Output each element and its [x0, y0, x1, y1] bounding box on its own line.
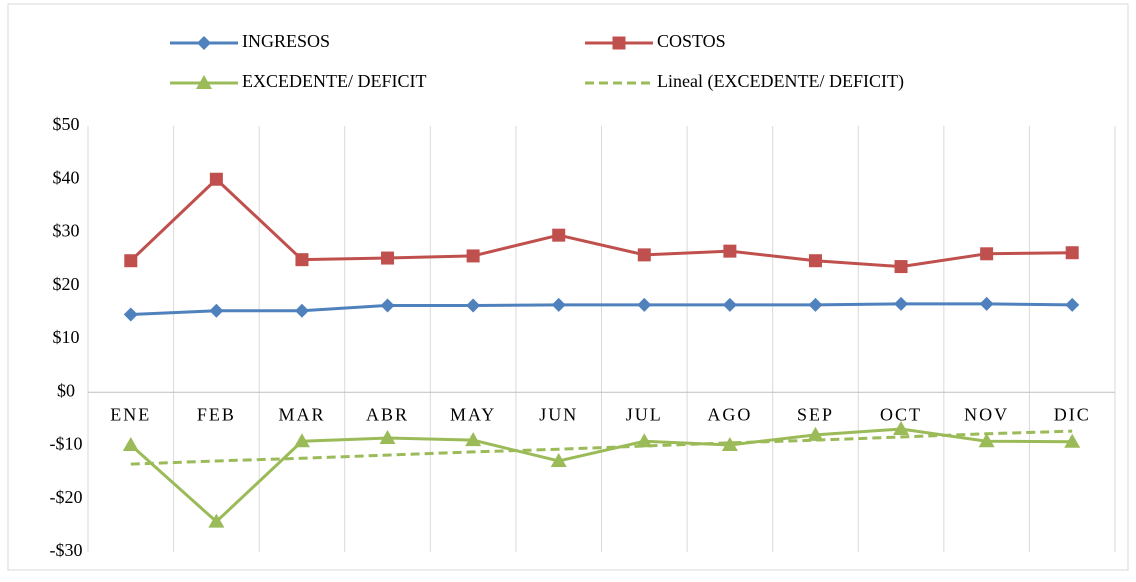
marker [381, 251, 395, 265]
y-tick-label: $20 [53, 274, 80, 294]
marker [721, 436, 738, 451]
y-tick-label: $10 [53, 327, 80, 347]
marker [1065, 297, 1080, 312]
marker [978, 433, 995, 448]
x-tick-label: FEB [197, 404, 236, 424]
marker [209, 172, 223, 186]
marker [894, 296, 909, 311]
marker [723, 244, 737, 258]
marker [552, 228, 566, 242]
legend-label: COSTOS [657, 31, 726, 51]
marker [808, 254, 822, 268]
x-tick-label: MAY [450, 404, 496, 424]
marker [208, 513, 225, 528]
chart-border [7, 3, 1129, 571]
marker [551, 297, 566, 312]
marker [196, 75, 212, 89]
x-tick-label: AGO [707, 404, 752, 424]
marker [722, 297, 737, 312]
x-tick-label: SEP [797, 404, 834, 424]
marker [209, 303, 224, 318]
y-tick-label: $40 [53, 167, 80, 187]
marker [379, 430, 396, 445]
legend-label: INGRESOS [242, 31, 330, 51]
marker [122, 436, 139, 451]
series-line [129, 427, 1073, 524]
legend-label: EXCEDENTE/ DEFICIT [242, 71, 426, 91]
x-tick-label: JUL [626, 404, 663, 424]
marker [979, 296, 994, 311]
marker [637, 297, 652, 312]
y-tick-label: -$20 [50, 487, 83, 507]
x-tick-label: ABR [366, 404, 409, 424]
series-line [129, 177, 1073, 269]
x-tick-label: ENE [110, 404, 151, 424]
y-tick-label: -$30 [50, 540, 83, 560]
y-tick-label: $30 [53, 221, 80, 241]
x-tick-label: OCT [880, 404, 922, 424]
marker [550, 452, 567, 467]
marker [295, 253, 309, 267]
marker [637, 248, 651, 262]
y-tick-label: $0 [57, 380, 75, 400]
marker [294, 303, 309, 318]
marker [380, 298, 395, 313]
marker [466, 249, 480, 263]
marker [808, 297, 823, 312]
marker [612, 36, 626, 50]
marker [893, 420, 910, 435]
marker [124, 254, 138, 268]
legend-label: Lineal (EXCEDENTE/ DEFICIT) [657, 71, 904, 92]
y-tick-label: -$10 [50, 434, 83, 454]
x-tick-label: NOV [964, 404, 1009, 424]
marker [807, 426, 824, 441]
marker [123, 307, 138, 322]
series-line [130, 302, 1073, 317]
marker [293, 433, 310, 448]
marker [466, 298, 481, 313]
marker [465, 432, 482, 447]
marker [197, 36, 211, 50]
x-tick-label: JUN [539, 404, 578, 424]
marker [980, 247, 994, 261]
marker [1065, 246, 1079, 260]
marker [636, 433, 653, 448]
y-tick-label: $50 [53, 114, 80, 134]
marker [1064, 433, 1081, 448]
x-tick-label: MAR [278, 404, 325, 424]
x-tick-label: DIC [1054, 404, 1091, 424]
marker [894, 260, 908, 274]
series-line [130, 429, 1073, 466]
